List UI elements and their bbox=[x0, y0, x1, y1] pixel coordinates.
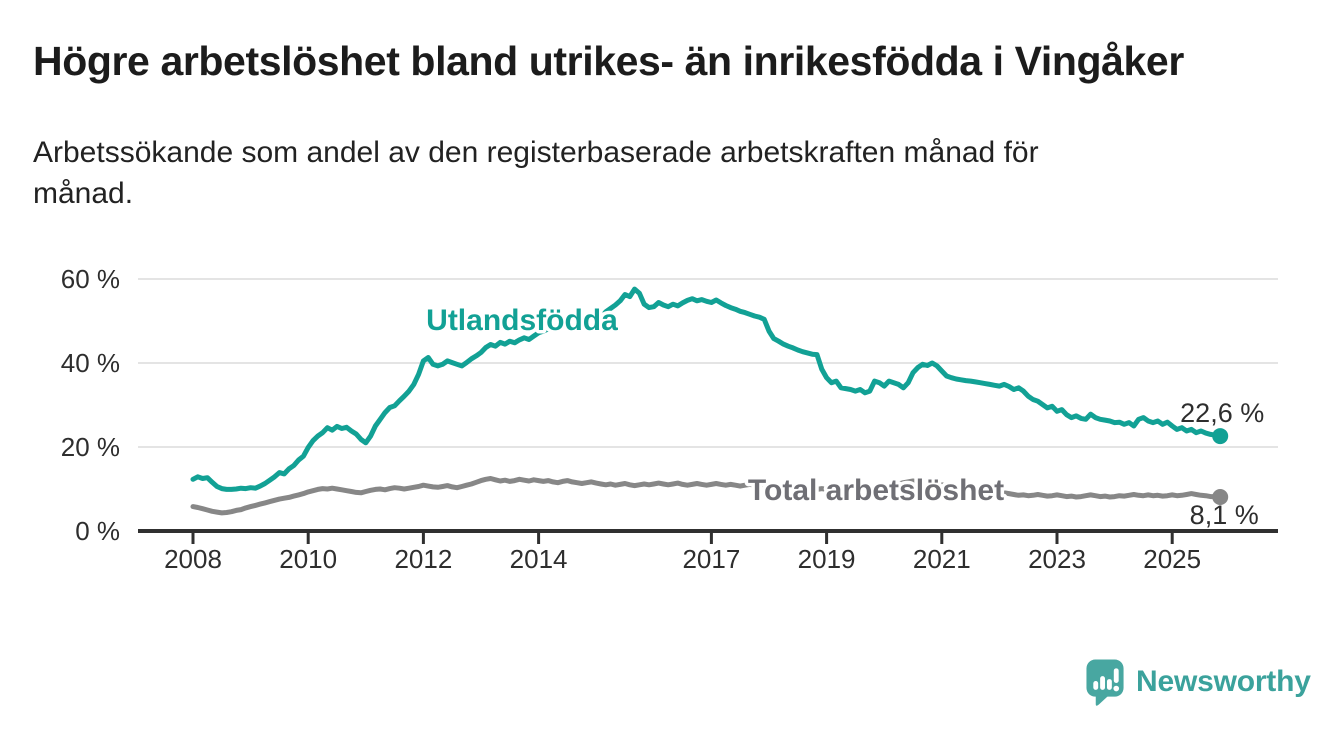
newsworthy-speech-bubble-bar-chart-icon bbox=[1086, 659, 1124, 706]
subtitle-line-2: månad. bbox=[33, 177, 134, 210]
newsworthy-wordmark: Newsworthy bbox=[1136, 665, 1311, 698]
end-value-label-total: 8,1 % bbox=[1190, 500, 1259, 530]
series-label-total-arbetsloshet: Total arbetslöshet bbox=[748, 474, 1004, 507]
y-tick-label-40: 40 % bbox=[61, 348, 120, 378]
y-tick-label-0: 0 % bbox=[75, 516, 120, 546]
x-axis-tick-labels: 2008 2010 2012 2014 2017 2019 2021 2023 2025 bbox=[164, 544, 1201, 574]
x-tick-label-2017: 2017 bbox=[682, 544, 740, 574]
gridlines bbox=[138, 278, 1278, 448]
series-end-dot-total bbox=[1212, 488, 1229, 505]
x-tick-label-2023: 2023 bbox=[1028, 544, 1086, 574]
end-value-label-utlandsfodda: 22,6 % bbox=[1180, 398, 1264, 428]
series-line-utlandsfodda bbox=[190, 286, 1223, 492]
series-end-dot-utlandsfodda bbox=[1212, 428, 1229, 445]
x-tick-label-2008: 2008 bbox=[164, 544, 222, 574]
page-title: Högre arbetslöshet bland utrikes- än inr… bbox=[33, 38, 1184, 84]
newsworthy-logo: Newsworthy bbox=[1085, 658, 1311, 707]
y-axis-labels: 60 % 40 % 20 % 0 % bbox=[61, 264, 120, 546]
x-tick-label-2014: 2014 bbox=[510, 544, 568, 574]
x-tick-label-2012: 2012 bbox=[394, 544, 452, 574]
chart-subtitle: Arbetssökande som andel av den registerb… bbox=[33, 132, 1039, 214]
series-line-total-arbetsloshet bbox=[190, 476, 1223, 516]
y-tick-label-60: 60 % bbox=[61, 264, 120, 294]
y-tick-label-20: 20 % bbox=[61, 432, 120, 462]
x-tick-label-2010: 2010 bbox=[279, 544, 337, 574]
subtitle-line-1: Arbetssökande som andel av den registerb… bbox=[33, 136, 1039, 169]
x-tick-label-2019: 2019 bbox=[798, 544, 856, 574]
x-tick-label-2025: 2025 bbox=[1143, 544, 1201, 574]
x-axis-ticks bbox=[191, 531, 1174, 544]
series-label-utlandsfodda: Utlandsfödda bbox=[426, 304, 618, 337]
x-tick-label-2021: 2021 bbox=[913, 544, 971, 574]
